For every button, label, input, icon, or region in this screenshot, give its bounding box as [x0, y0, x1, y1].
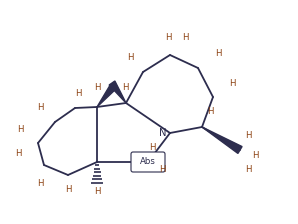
Text: H: H	[252, 151, 258, 159]
Text: H: H	[65, 185, 71, 194]
Text: H: H	[149, 144, 155, 153]
Text: H: H	[165, 34, 171, 43]
Text: H: H	[37, 179, 43, 187]
Text: H: H	[245, 131, 251, 140]
Text: H: H	[15, 149, 21, 157]
Polygon shape	[97, 85, 116, 107]
FancyBboxPatch shape	[131, 152, 165, 172]
Text: N: N	[159, 128, 167, 138]
Text: H: H	[94, 84, 100, 93]
Text: H: H	[207, 108, 213, 116]
Text: H: H	[159, 166, 165, 174]
Text: H: H	[37, 103, 43, 112]
Text: H: H	[245, 166, 251, 174]
Text: H: H	[215, 49, 221, 58]
Text: H: H	[94, 187, 100, 196]
Polygon shape	[109, 81, 126, 103]
Text: H: H	[75, 88, 81, 97]
Text: H: H	[182, 34, 188, 43]
Text: H: H	[122, 84, 128, 93]
Text: H: H	[17, 125, 23, 134]
Polygon shape	[202, 127, 242, 153]
Text: H: H	[127, 54, 133, 62]
Text: Abs: Abs	[140, 157, 156, 166]
Text: H: H	[229, 78, 235, 88]
